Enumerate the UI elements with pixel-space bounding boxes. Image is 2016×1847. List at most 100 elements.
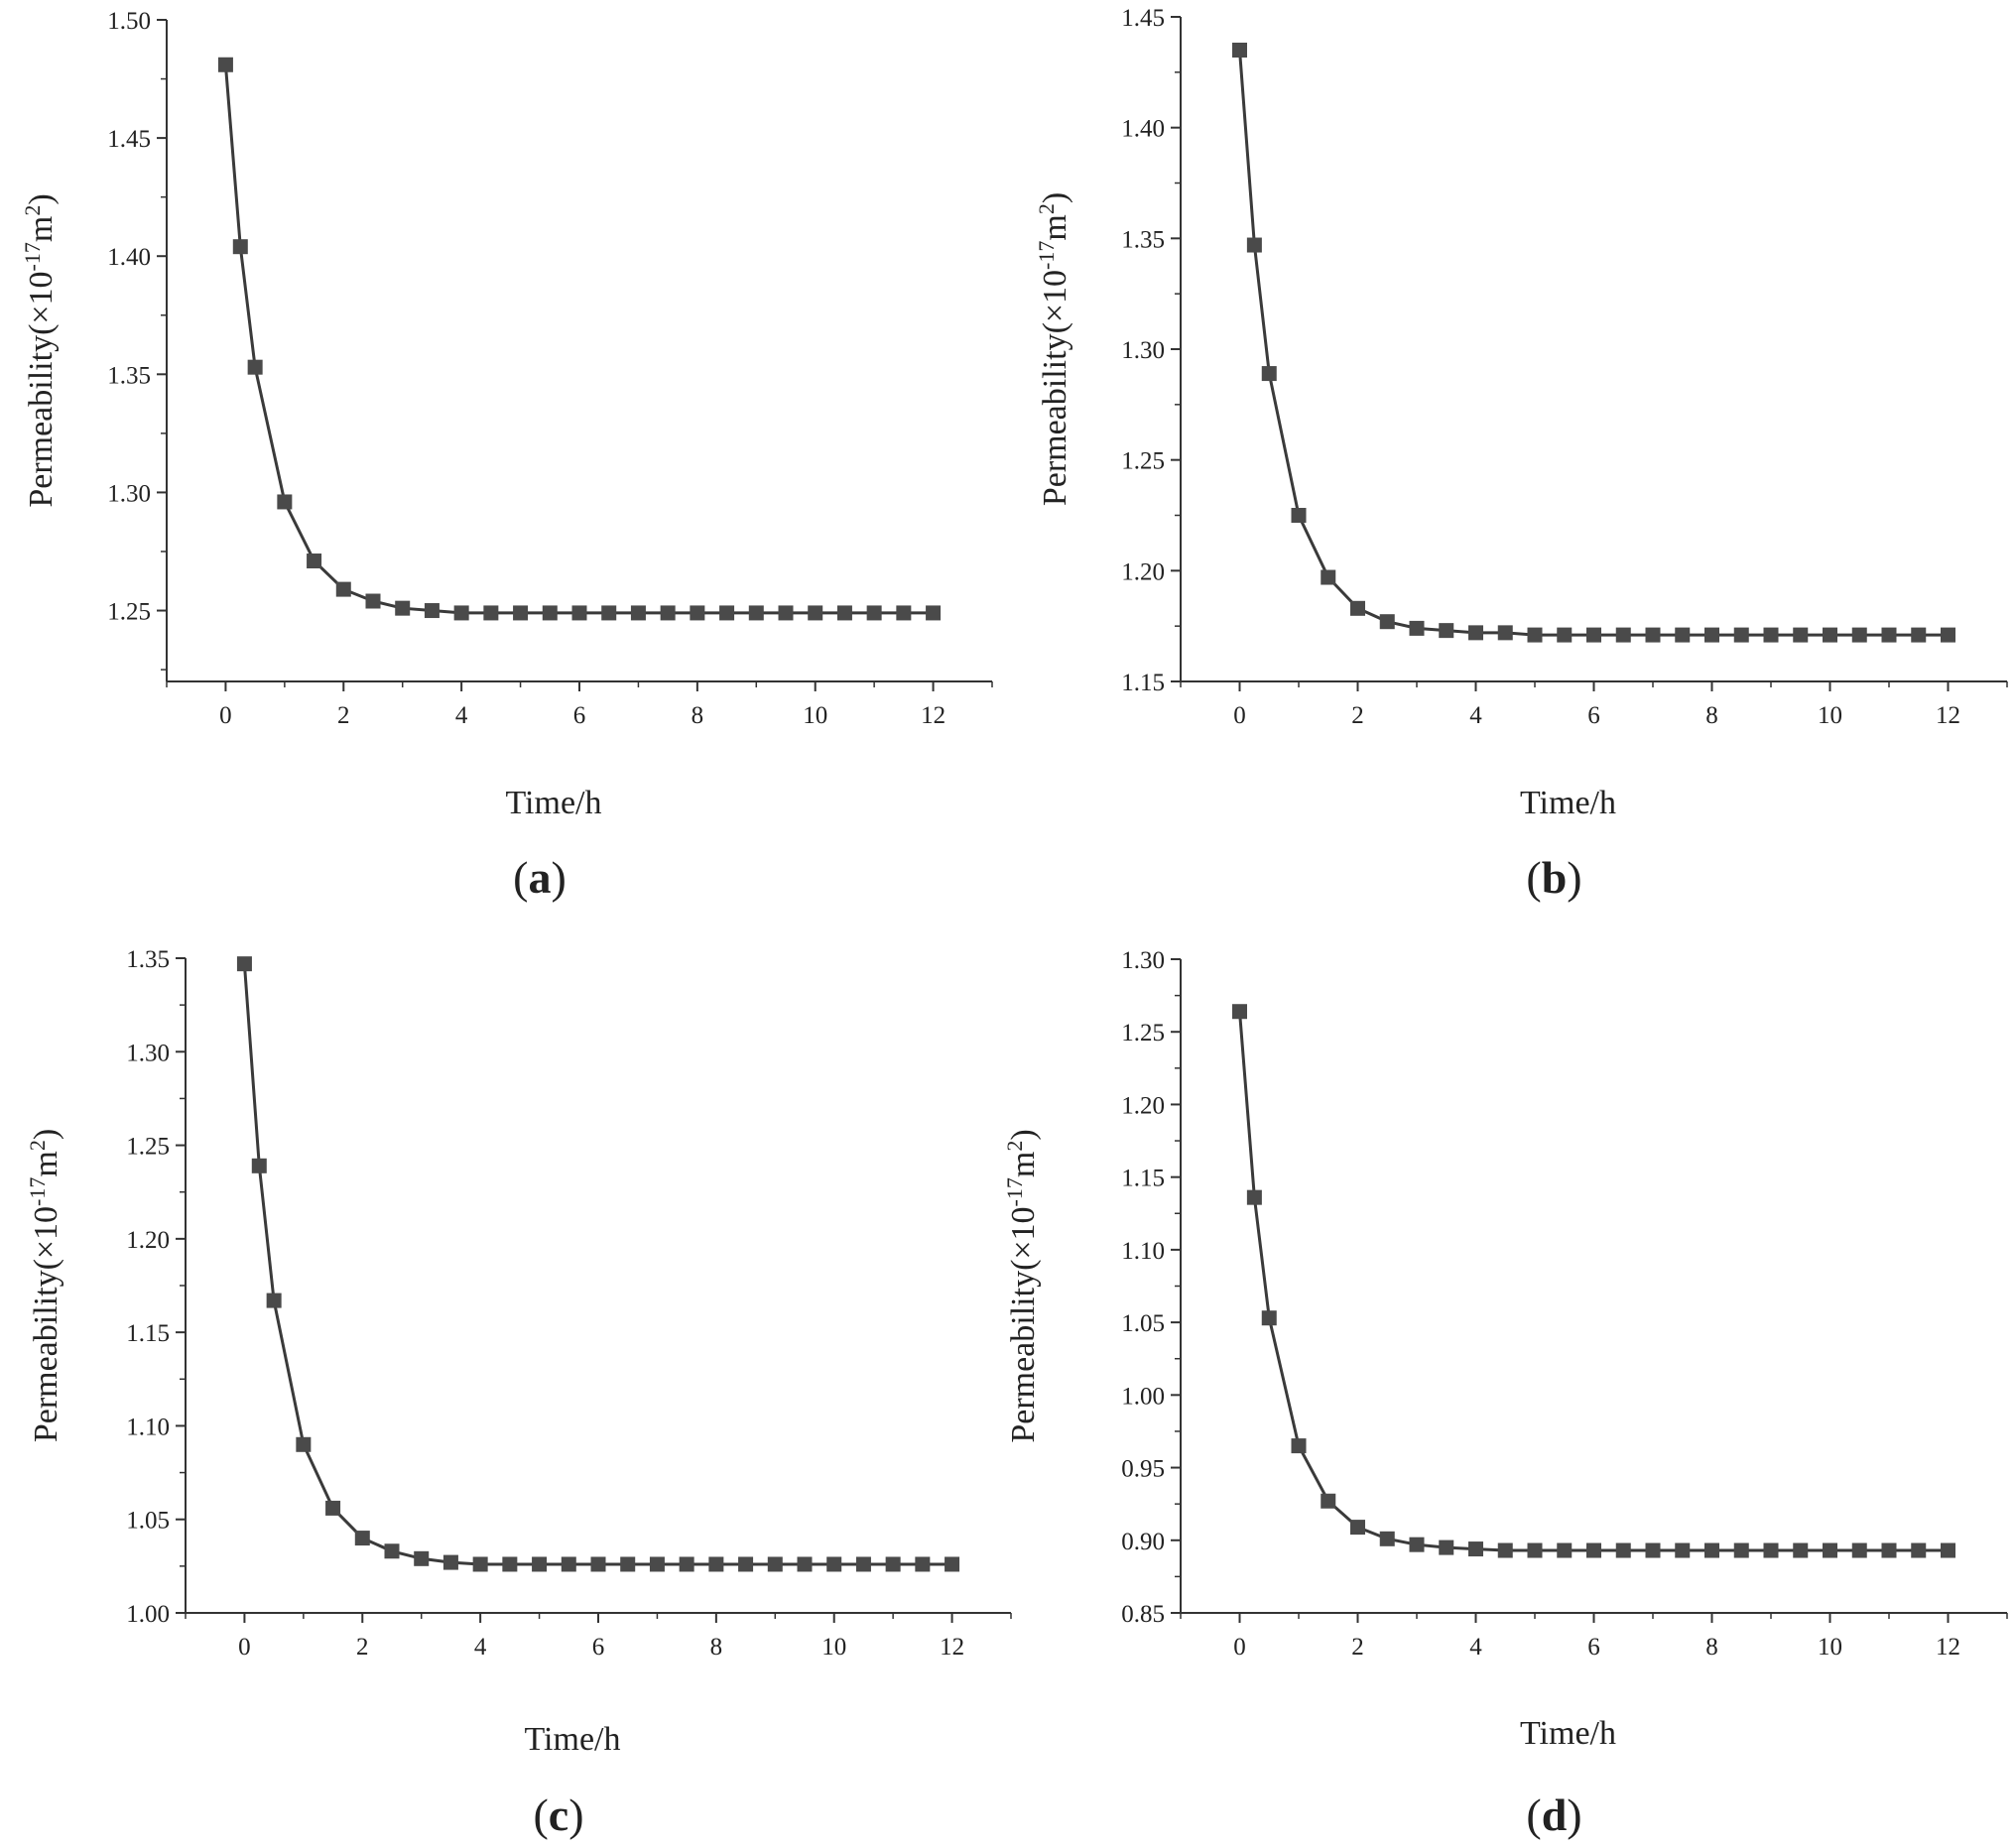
data-point [1379,614,1395,630]
data-point [1246,1189,1262,1205]
data-point [620,1556,636,1572]
panel-label: (b) [1526,852,1581,903]
y-tick-label: 0.90 [1121,1529,1165,1555]
data-point [1851,627,1867,643]
data-point [926,605,942,621]
chart-panel-d: 0.85 0.90 0.95 1.00 1.05 1.10 1.15 1.20 1.25 1.30… [1002,947,2008,1840]
y-axis-title-superscript: -17 [1034,241,1059,270]
y-tick-label: 1.00 [1121,1383,1165,1410]
x-axis-title: Time/h [1520,785,1616,821]
data-point [885,1556,901,1572]
data-point [1911,1542,1927,1558]
chart-panel-b: 1.15 1.20 1.25 1.30 1.35 1.40 1.45 0 2 4 6 8 10 12 Tim… [1034,5,2008,903]
data-point [1350,600,1365,616]
series-line [242,963,952,1566]
y-axis-title-text: ) [23,193,60,204]
data-point [1763,1542,1779,1558]
data-point [1291,1438,1307,1454]
panel-label-paren: ) [568,1789,583,1840]
y-tick-label: 1.35 [107,362,151,389]
y-tick-label: 1.35 [1121,226,1165,253]
data-point [1321,569,1336,585]
data-point [1350,1520,1365,1536]
y-tick-label: 1.10 [126,1414,170,1440]
panel-label-letter: b [1542,852,1568,903]
y-tick-label: 1.15 [126,1320,170,1347]
x-tick-label: 0 [238,1634,251,1661]
data-point [1261,366,1277,382]
data-point [590,1556,606,1572]
data-point [1321,1493,1336,1509]
data-point [855,1556,871,1572]
x-tick-label: 4 [474,1634,487,1661]
data-point [1645,1542,1661,1558]
x-tick-label: 8 [710,1634,723,1661]
data-point [767,1556,783,1572]
data-point [453,605,469,621]
data-point [513,605,529,621]
panel-label-paren: ( [533,1789,548,1840]
series-line [1238,1011,1949,1552]
y-axis-title-text: m [1005,1152,1042,1177]
y-axis-title: Permeability(×10-17m2) [1002,1129,1043,1442]
data-point [1439,623,1454,639]
y-tick-label: 1.15 [1121,670,1165,696]
y-axis-title: Permeability(×10-17m2) [20,193,61,507]
data-point [1941,1542,1955,1558]
data-point [483,605,499,621]
data-point [247,359,263,375]
data-point [1232,43,1247,58]
data-point [945,1556,960,1572]
data-point [1911,627,1927,643]
data-point [690,605,705,621]
data-point [542,605,558,621]
y-tick-label: 1.20 [1121,558,1165,585]
panel-label-paren: ( [1526,852,1541,903]
x-tick-label: 6 [573,702,586,729]
y-axis-title-text: Permeability(×10 [23,271,60,507]
data-point [472,1556,488,1572]
data-point [748,605,764,621]
data-point [1823,627,1837,643]
x-tick-label: 4 [1469,702,1482,729]
panel-label: (d) [1526,1789,1581,1840]
y-tick-label: 1.45 [1121,5,1165,32]
data-point [1586,1542,1601,1558]
x-axis-title: Time/h [524,1721,620,1758]
data-point [1851,1542,1867,1558]
data-point [384,1543,400,1559]
data-point [561,1556,576,1572]
y-tick-label: 1.30 [107,480,151,507]
x-axis-title: Time/h [505,785,601,821]
data-point [649,1556,665,1572]
data-point [826,1556,842,1572]
data-point [335,581,351,597]
data-point [277,494,293,510]
data-point [354,1531,370,1546]
data-point [630,605,646,621]
data-point [424,603,440,619]
x-tick-label: 2 [1351,1634,1364,1661]
data-point [679,1556,694,1572]
data-point [836,605,852,621]
data-point [1733,1542,1749,1558]
y-tick-label: 1.35 [126,946,170,973]
y-tick-label: 1.10 [1121,1238,1165,1265]
data-point [738,1556,754,1572]
y-axis-title-text: ) [1037,192,1073,203]
y-tick-label: 1.30 [126,1040,170,1066]
data-point [660,605,676,621]
data-point [866,605,882,621]
data-point [797,1556,813,1572]
data-point [601,605,617,621]
data-point [1527,1542,1543,1558]
series-line [1238,50,1949,637]
y-tick-label: 1.20 [1121,1092,1165,1119]
y-tick-label: 1.15 [1121,1166,1165,1192]
x-tick-label: 10 [803,702,827,729]
y-tick-label: 1.25 [1121,448,1165,475]
y-tick-label: 1.50 [107,8,151,35]
data-point [395,600,411,616]
y-tick-label: 0.85 [1121,1601,1165,1628]
data-point [808,605,823,621]
